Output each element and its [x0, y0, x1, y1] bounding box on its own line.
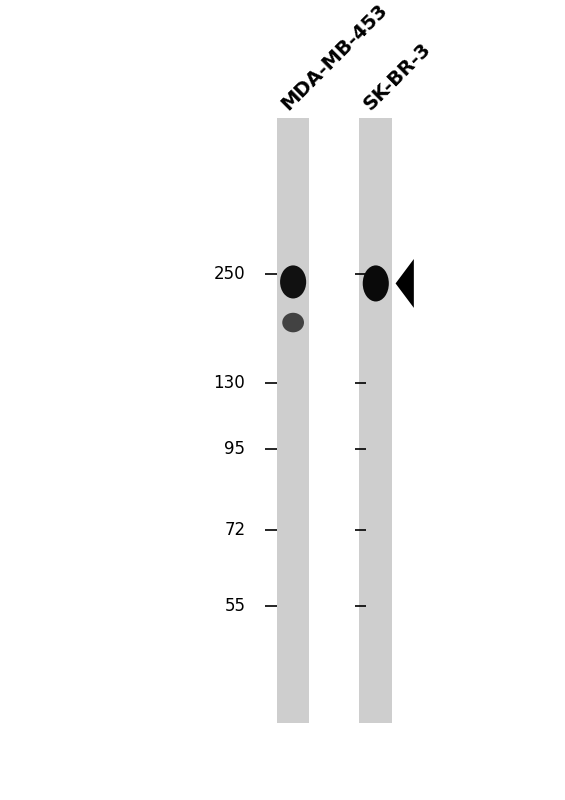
Text: MDA-MB-453: MDA-MB-453 [277, 1, 391, 114]
Bar [277, 118, 310, 723]
Text: 72: 72 [224, 521, 245, 539]
Text: 95: 95 [224, 440, 245, 458]
Ellipse shape [280, 266, 306, 298]
Ellipse shape [282, 313, 304, 332]
Bar [359, 118, 392, 723]
Polygon shape [396, 259, 414, 308]
Text: 55: 55 [224, 597, 245, 615]
Ellipse shape [363, 266, 389, 302]
Text: 250: 250 [214, 265, 245, 282]
Text: 130: 130 [214, 374, 245, 392]
Text: SK-BR-3: SK-BR-3 [360, 40, 435, 114]
